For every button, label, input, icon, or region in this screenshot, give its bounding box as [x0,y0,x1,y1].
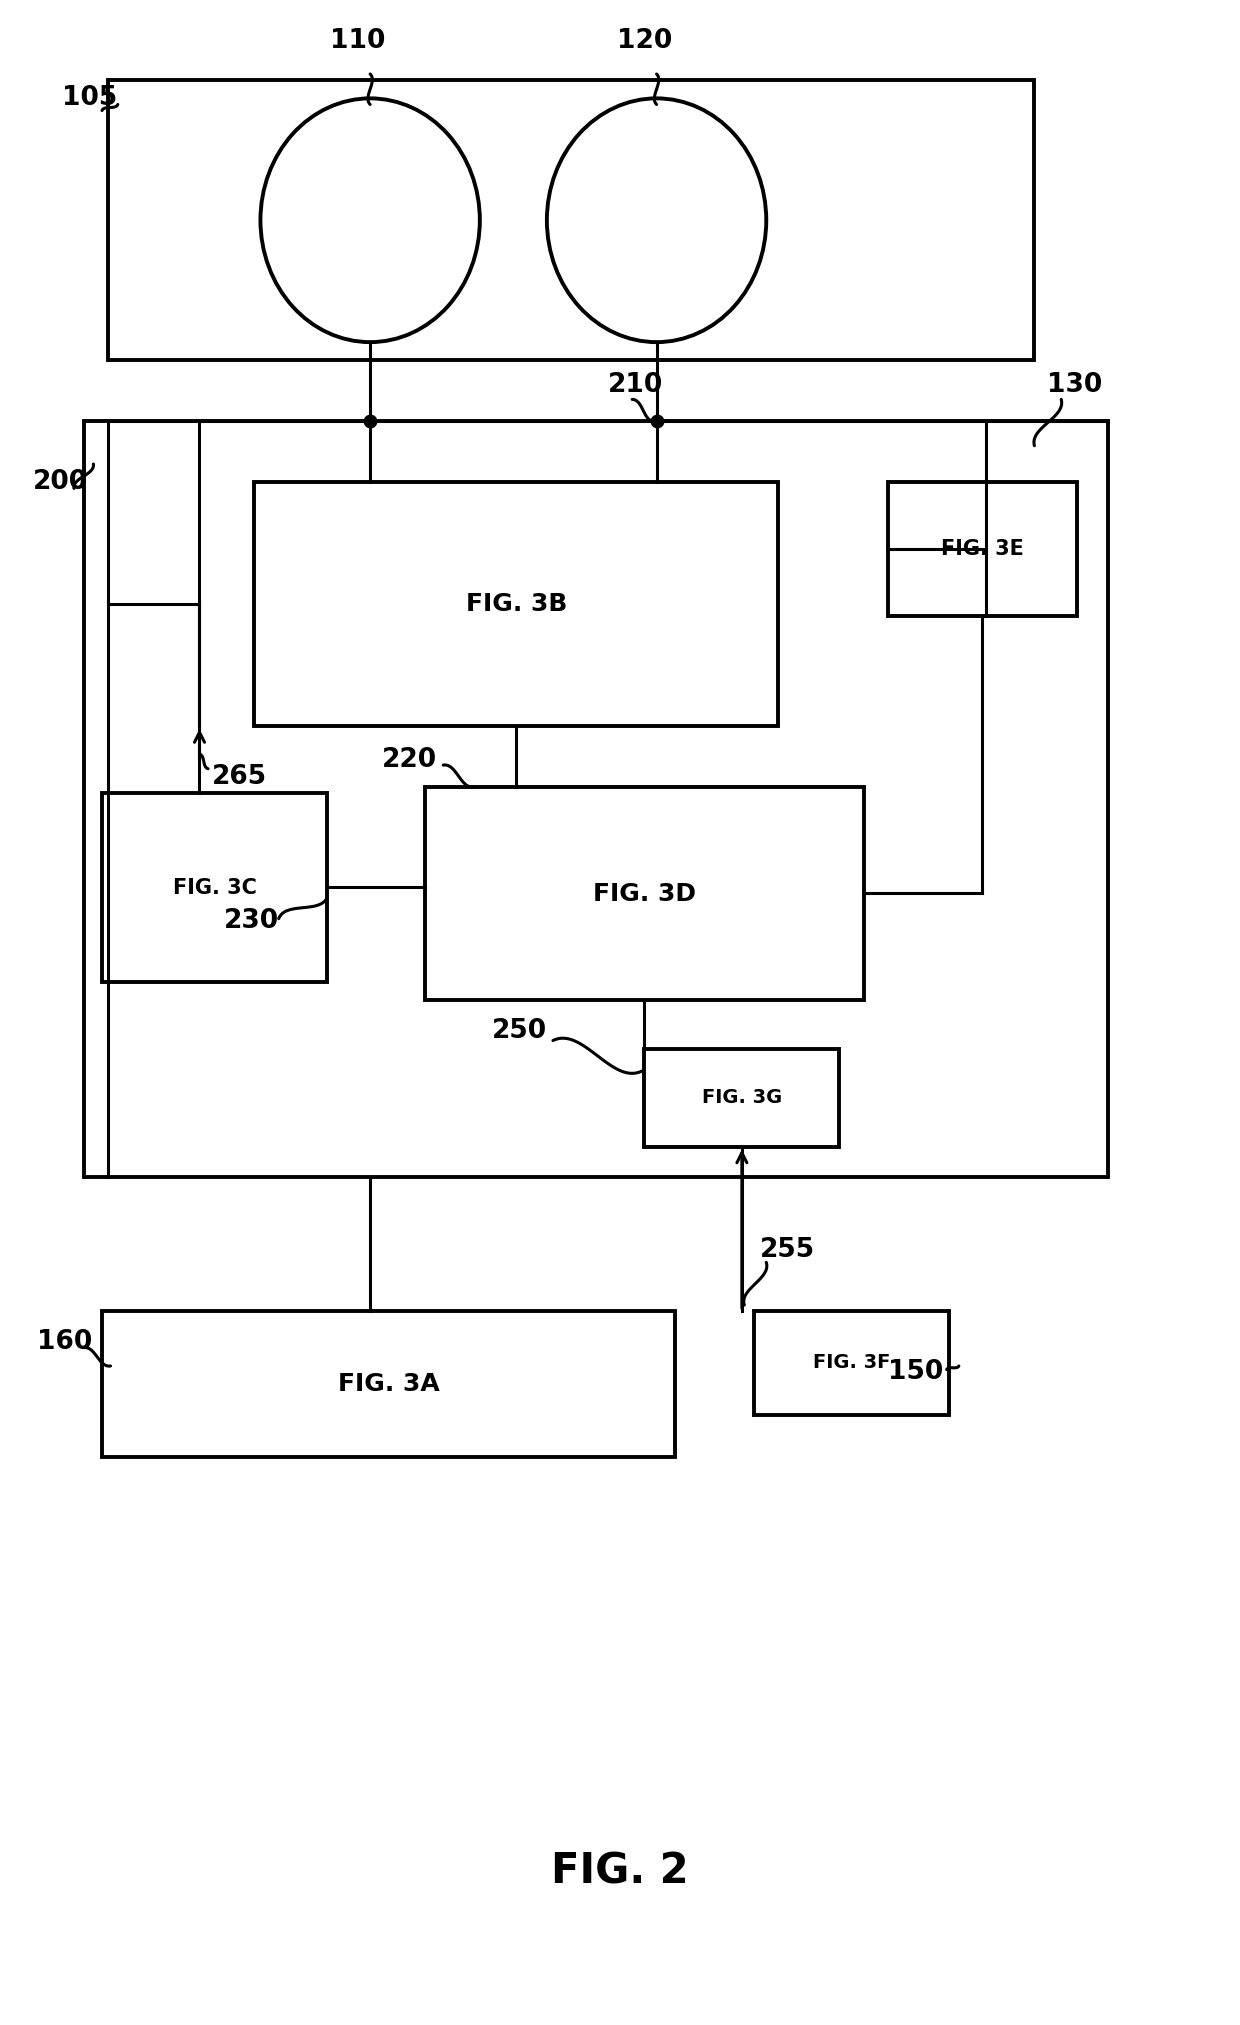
Text: FIG. 3C: FIG. 3C [172,877,257,897]
Text: 160: 160 [37,1328,93,1355]
Text: 220: 220 [382,747,438,774]
Bar [102,794,327,982]
Text: 130: 130 [1047,373,1102,397]
Bar [888,482,1078,616]
Text: 200: 200 [32,470,88,496]
Bar [102,1310,675,1458]
Bar [254,482,779,727]
Text: FIG. 3F: FIG. 3F [813,1353,890,1373]
Bar [754,1310,949,1415]
Text: FIG. 3B: FIG. 3B [466,591,567,616]
Text: 255: 255 [760,1237,815,1264]
Text: 230: 230 [224,907,279,934]
Text: 110: 110 [330,28,386,55]
Text: 265: 265 [212,763,267,790]
Bar [84,421,1107,1177]
Text: FIG. 3A: FIG. 3A [337,1373,439,1397]
Ellipse shape [260,99,480,342]
Bar [645,1049,839,1146]
Text: 105: 105 [62,85,117,111]
Text: FIG. 3D: FIG. 3D [593,881,696,905]
Text: 150: 150 [888,1359,944,1385]
Text: 210: 210 [608,373,663,397]
Bar [108,81,1034,360]
Bar [425,788,864,1000]
Ellipse shape [547,99,766,342]
Text: 120: 120 [616,28,672,55]
Text: FIG. 3G: FIG. 3G [702,1087,782,1108]
Text: FIG. 2: FIG. 2 [552,1851,688,1893]
Text: 250: 250 [492,1019,547,1043]
Text: FIG. 3E: FIG. 3E [941,539,1024,559]
